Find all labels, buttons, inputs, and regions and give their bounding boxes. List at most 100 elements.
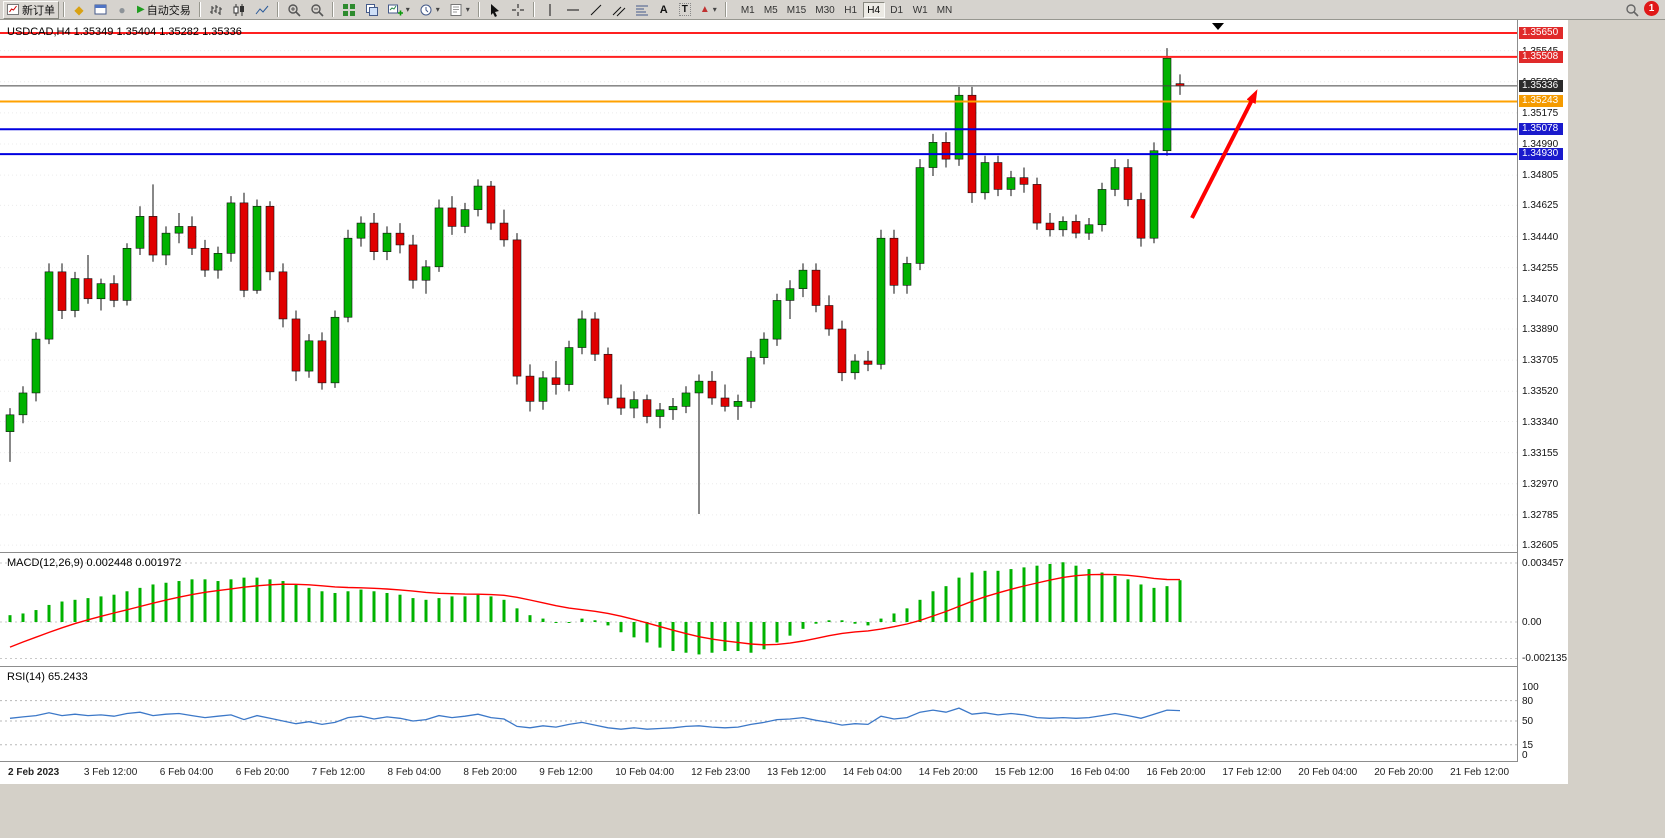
new-order-button[interactable]: 新订单 (3, 0, 59, 19)
chart-title: USDCAD,H4 1.35349 1.35404 1.35282 1.3533… (7, 26, 242, 38)
periods-clock-icon (420, 4, 432, 15)
candle (720, 384, 730, 412)
price-tag: 1.35508 (1519, 50, 1563, 63)
candle (460, 202, 470, 234)
candle (265, 201, 275, 281)
time-label: 10 Feb 04:00 (615, 767, 675, 778)
tile-windows-icon (342, 3, 355, 16)
candle (759, 332, 769, 365)
candle (642, 394, 652, 424)
line-chart-type-icon (255, 5, 269, 14)
candle (304, 334, 314, 378)
arrow-shapes-button[interactable]: ▲ ▾ (696, 1, 721, 19)
navigator-button[interactable]: ● (112, 1, 132, 19)
price-tick: 1.33890 (1522, 324, 1559, 336)
candle (330, 310, 340, 388)
fibonacci-button[interactable] (631, 1, 653, 19)
time-label: 12 Feb 23:00 (691, 767, 751, 778)
candle (863, 350, 873, 372)
timeframe-m1[interactable]: M1 (740, 4, 755, 16)
panel-separator[interactable] (0, 552, 1568, 553)
candle (356, 216, 366, 247)
zoom-in-button[interactable] (283, 1, 305, 19)
templates-button[interactable]: ▾ (445, 1, 474, 19)
timeframe-m15[interactable]: M15 (786, 4, 807, 16)
candle (564, 340, 574, 392)
panel-separator[interactable] (0, 666, 1568, 667)
candle (1149, 142, 1159, 244)
macd-histogram (8, 562, 1182, 655)
arrange-windows-button[interactable] (361, 1, 383, 19)
candle-chart-type-icon (233, 3, 244, 16)
time-label: 16 Feb 20:00 (1146, 767, 1206, 778)
equidistant-channel-button[interactable] (608, 1, 630, 19)
price-axis[interactable]: 1.355451.353601.351751.349901.348051.346… (1517, 20, 1568, 762)
macd-axis-tick: 0.003457 (1522, 557, 1564, 569)
toolbar-separator (724, 2, 727, 17)
tile-windows-button[interactable] (338, 1, 360, 19)
macd-label: MACD(12,26,9) 0.002448 0.001972 (7, 557, 182, 569)
text-label-button[interactable]: T (675, 1, 695, 19)
periods-button[interactable]: ▾ (415, 1, 444, 19)
chart-window: USDCAD,H4 1.35349 1.35404 1.35282 1.3533… (0, 20, 1568, 784)
timeframe-h1[interactable]: H1 (844, 4, 858, 16)
candle (135, 206, 145, 256)
crosshair-button[interactable] (507, 1, 529, 19)
price-tick: 1.33340 (1522, 416, 1559, 428)
text-label-icon: T (678, 3, 691, 16)
bar-chart-type-icon (209, 4, 222, 15)
candle (707, 371, 717, 405)
candle (382, 226, 392, 261)
new-chart-icon (387, 4, 403, 15)
market-watch-button[interactable]: ◆ (69, 1, 89, 19)
timeframe-w1[interactable]: W1 (912, 4, 928, 16)
time-label: 2 Feb 2023 (8, 767, 60, 778)
auto-trading-button[interactable]: ▶ 自动交易 (133, 1, 195, 19)
candle (1110, 159, 1120, 197)
candle (408, 234, 418, 289)
macd-panel[interactable] (0, 553, 1517, 666)
horizontal-line-button[interactable] (562, 1, 584, 19)
candle (681, 386, 691, 414)
trendline-button[interactable] (585, 1, 607, 19)
candle-chart-type-button[interactable] (228, 1, 250, 19)
candle (174, 212, 184, 244)
time-marker-triangle (1212, 23, 1224, 30)
panel-separator (0, 761, 1568, 762)
vertical-line-button[interactable] (539, 1, 561, 19)
data-window-button[interactable] (90, 1, 111, 19)
text-button[interactable]: A (654, 1, 674, 19)
arrow-annotation[interactable] (1190, 89, 1258, 219)
navigator-icon: ● (118, 2, 126, 17)
rsi-label: RSI(14) 65.2433 (7, 671, 88, 683)
candle (473, 179, 483, 217)
toolbar-separator (532, 2, 535, 17)
candles (5, 48, 1185, 515)
bar-chart-type-button[interactable] (205, 1, 227, 19)
line-chart-type-button[interactable] (251, 1, 273, 19)
rsi-panel[interactable] (0, 667, 1517, 761)
notification-badge[interactable]: 1 (1644, 1, 1659, 16)
candle (395, 223, 405, 254)
candle (512, 233, 522, 385)
new-chart-button[interactable]: ▾ (384, 1, 414, 19)
timeframe-m30[interactable]: M30 (815, 4, 835, 16)
toolbar-separator (477, 2, 480, 17)
toolbar-separator (63, 2, 65, 17)
rsi-axis-tick: 80 (1522, 695, 1534, 707)
price-chart[interactable] (0, 20, 1517, 552)
candle (876, 229, 886, 370)
vertical-line-icon (549, 3, 551, 16)
timeframe-d1[interactable]: D1 (890, 4, 904, 16)
timeframe-m5[interactable]: M5 (763, 4, 778, 16)
candle (447, 196, 457, 235)
time-axis[interactable]: 2 Feb 2023 3 Feb 12:00 6 Feb 04:00 6 Feb 20… (0, 762, 1568, 784)
cursor-button[interactable] (484, 1, 506, 19)
timeframe-mn[interactable]: MN (936, 4, 953, 16)
zoom-out-button[interactable] (306, 1, 328, 19)
candle (941, 132, 951, 168)
search-button[interactable] (1621, 1, 1643, 19)
macd-signal-line (9, 573, 1181, 648)
time-label: 17 Feb 12:00 (1222, 767, 1282, 778)
timeframe-h4[interactable]: H4 (862, 1, 885, 18)
